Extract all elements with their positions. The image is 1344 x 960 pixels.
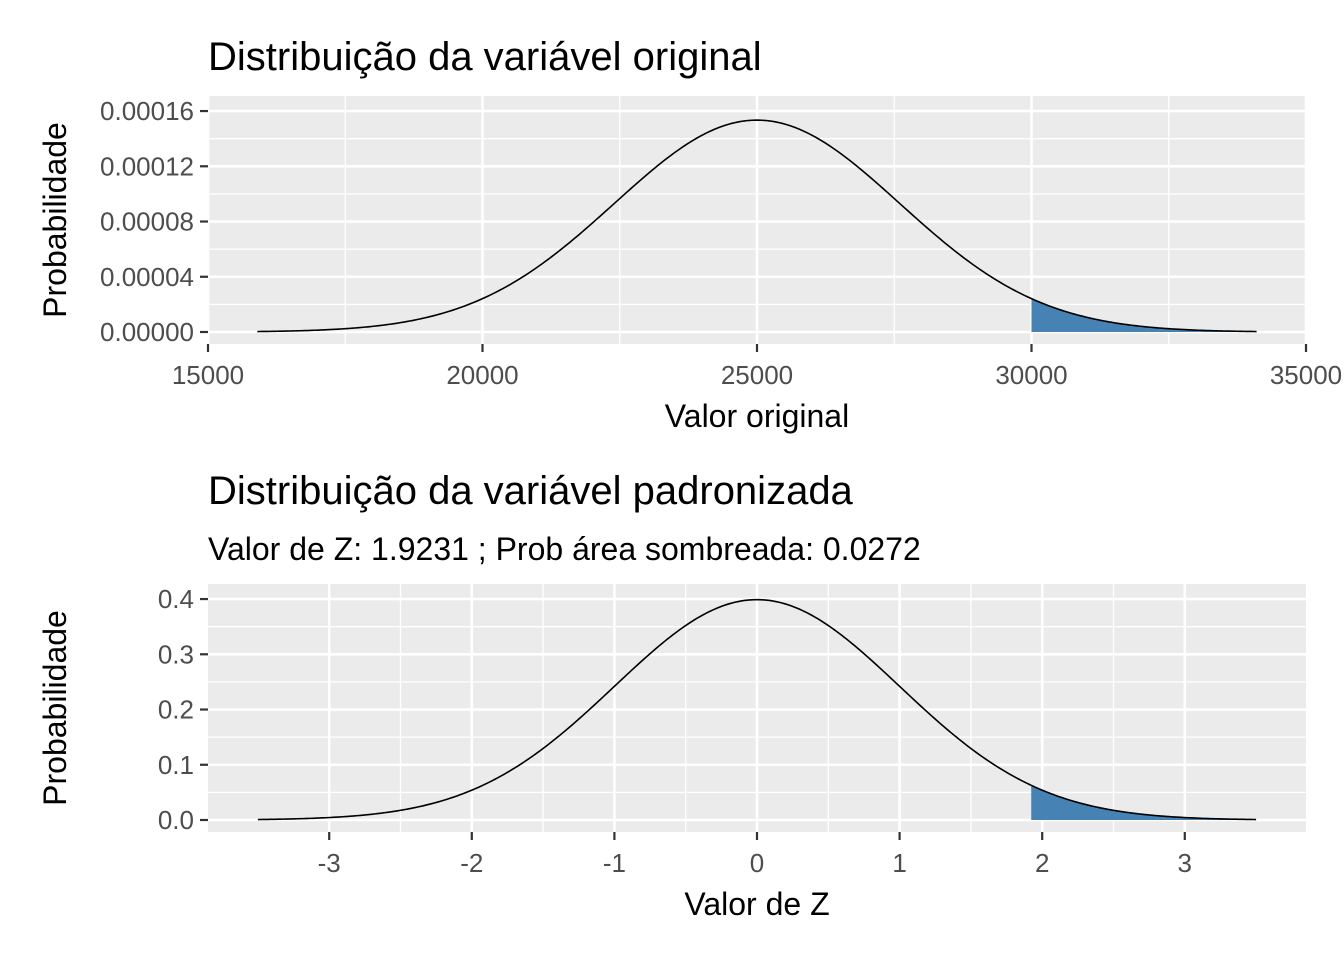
y-tick-label: 0.00012 <box>100 151 194 181</box>
y-tick-label: 0.1 <box>158 750 194 780</box>
y-tick-label: 0.00004 <box>100 262 194 292</box>
x-tick-label: 25000 <box>721 360 793 390</box>
chart-title: Distribuição da variável padronizada <box>208 469 854 513</box>
y-tick-label: 0.00008 <box>100 207 194 237</box>
y-axis-title: Probabilidade <box>37 122 73 318</box>
x-tick-label: 1 <box>892 848 906 878</box>
x-tick-label: 2 <box>1035 848 1049 878</box>
x-tick-label: -1 <box>603 848 626 878</box>
gridlines <box>208 584 1306 832</box>
y-tick-label: 0.00000 <box>100 317 194 347</box>
chart-original-distribution: Distribuição da variável original 0.0000… <box>37 35 1342 434</box>
x-axis: -3 -2 -1 0 1 2 3 <box>318 832 1192 878</box>
data-marks <box>257 598 1257 821</box>
x-tick-label: -2 <box>460 848 483 878</box>
chart-title: Distribuição da variável original <box>208 35 762 79</box>
x-tick-label: 15000 <box>172 360 244 390</box>
y-axis-title: Probabilidade <box>37 610 73 806</box>
x-axis-title: Valor original <box>665 398 849 434</box>
y-tick-label: 0.4 <box>158 584 194 614</box>
y-tick-label: 0.2 <box>158 695 194 725</box>
x-tick-label: 3 <box>1178 848 1192 878</box>
y-tick-label: 0.0 <box>158 805 194 835</box>
x-axis-title: Valor de Z <box>684 886 829 922</box>
x-tick-label: 20000 <box>446 360 518 390</box>
gridlines <box>206 96 1308 344</box>
density-curve <box>257 119 1257 333</box>
x-tick-label: 30000 <box>995 360 1067 390</box>
y-tick-label: 0.3 <box>158 639 194 669</box>
y-axis: 0.00000 0.00004 0.00008 0.00012 0.00016 <box>100 96 208 347</box>
x-axis: 15000 20000 25000 30000 35000 <box>172 344 1342 390</box>
chart-subtitle: Valor de Z: 1.9231 ; Prob área sombreada… <box>208 531 921 567</box>
x-tick-label: 35000 <box>1270 360 1342 390</box>
chart-standardized-distribution: Distribuição da variável padronizada Val… <box>37 469 1306 922</box>
x-tick-label: -3 <box>318 848 341 878</box>
y-tick-label: 0.00016 <box>100 96 194 126</box>
data-marks <box>257 119 1257 333</box>
shaded-area <box>1031 785 1257 820</box>
x-tick-label: 0 <box>750 848 764 878</box>
y-axis: 0.0 0.1 0.2 0.3 0.4 <box>158 584 208 835</box>
shaded-area <box>1031 298 1257 332</box>
density-curve <box>257 598 1257 821</box>
